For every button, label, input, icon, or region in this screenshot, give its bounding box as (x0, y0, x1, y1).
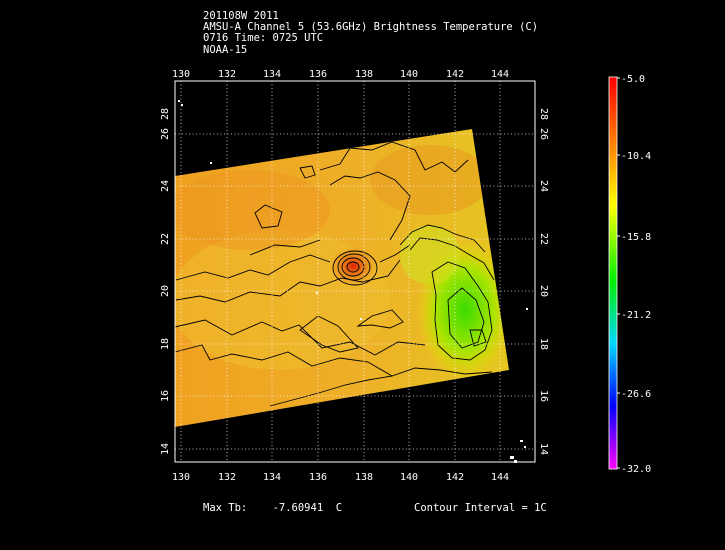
contour (319, 141, 469, 173)
colorbar-label: -32.0 (621, 464, 651, 475)
max-tb-label: Max Tb: (203, 502, 248, 514)
header-line-3: 0716 Time: 0725 UTC (203, 32, 324, 45)
swath-lime-patch (400, 225, 460, 285)
colorbar-label: -21.2 (621, 310, 651, 321)
contour-interval-readout: Contour Interval = 1C (414, 502, 547, 514)
lat-tick-label: 22 (538, 233, 549, 245)
colorbar-label: -26.6 (621, 389, 651, 400)
lat-labels-left: 14 16 18 20 22 24 26 28 (160, 108, 171, 455)
swath-layer (175, 129, 509, 427)
colorbar-labels: -5.0 -10.4 -15.8 -21.2 -26.6 -32.0 (617, 74, 651, 475)
contour (431, 261, 493, 361)
contour (329, 171, 411, 241)
lat-tick-label: 18 (160, 338, 171, 350)
swath-orange-patch-ne (370, 145, 490, 215)
lat-tick-label: 18 (538, 338, 549, 350)
header-line-4: NOAA-15 (203, 43, 248, 56)
lat-tick-label: 28 (160, 108, 171, 120)
lon-tick-label: 130 (172, 472, 190, 483)
contour (254, 204, 283, 229)
lat-tick-label: 28 (538, 108, 549, 120)
lon-tick-label: 136 (309, 69, 327, 80)
contour (346, 261, 360, 273)
contour-interval-label: Contour Interval = 1C (414, 502, 547, 514)
contour (175, 244, 411, 281)
colorbar-label: -15.8 (621, 232, 651, 243)
colorbar (608, 76, 618, 470)
chart-header: 201108W 2011 AMSU-A Channel 5 (53.6GHz) … (203, 10, 539, 56)
contour (174, 319, 426, 356)
lat-labels-right: 14 16 18 20 22 24 26 28 (538, 108, 549, 455)
lon-tick-label: 140 (400, 69, 418, 80)
lon-tick-label: 138 (355, 472, 373, 483)
lon-tick-label: 132 (218, 472, 236, 483)
swath-orange-patch (175, 170, 330, 250)
lat-tick-label: 14 (538, 443, 549, 455)
contour (332, 250, 378, 286)
max-tb-readout: Max Tb: -7.60941 C (203, 502, 342, 514)
lon-tick-label: 134 (263, 472, 281, 483)
lon-tick-label: 132 (218, 69, 236, 80)
lon-tick-label: 130 (172, 69, 190, 80)
max-tb-unit: C (335, 502, 343, 514)
lat-tick-label: 26 (538, 128, 549, 140)
contour (269, 375, 393, 407)
lat-tick-label: 24 (160, 180, 171, 192)
lon-tick-label: 142 (446, 472, 464, 483)
contour (447, 287, 485, 349)
contour (399, 224, 486, 253)
map-frame (174, 80, 536, 463)
contour (174, 344, 493, 377)
header-line-2: AMSU-A Channel 5 (53.6GHz) Brightness Te… (203, 21, 539, 34)
lon-labels-bottom: 130 132 134 136 138 140 142 144 (172, 472, 509, 483)
lat-tick-label: 20 (160, 285, 171, 297)
contour (299, 165, 316, 179)
lon-tick-label: 140 (400, 472, 418, 483)
lon-tick-label: 136 (309, 472, 327, 483)
max-tb-value: -7.60941 (272, 502, 324, 514)
lon-labels-top: 130 132 134 136 138 140 142 144 (172, 69, 509, 80)
contour (469, 329, 487, 347)
lat-tick-label: 16 (160, 390, 171, 402)
lat-tick-label: 26 (160, 128, 171, 140)
lon-tick-label: 134 (263, 69, 281, 80)
lon-tick-label: 138 (355, 69, 373, 80)
lat-tick-label: 20 (538, 285, 549, 297)
colorbar-label: -5.0 (621, 74, 645, 85)
lon-tick-label: 144 (491, 69, 509, 80)
lon-tick-label: 142 (446, 69, 464, 80)
lat-tick-label: 22 (160, 233, 171, 245)
lat-tick-label: 24 (538, 180, 549, 192)
colorbar-label: -10.4 (621, 151, 651, 162)
contour (175, 259, 401, 303)
contour (249, 239, 321, 256)
lat-tick-label: 16 (538, 390, 549, 402)
contour (356, 309, 404, 329)
lat-tick-label: 14 (160, 443, 171, 455)
header-line-1: 201108W 2011 (203, 10, 279, 22)
lon-tick-label: 144 (491, 472, 509, 483)
